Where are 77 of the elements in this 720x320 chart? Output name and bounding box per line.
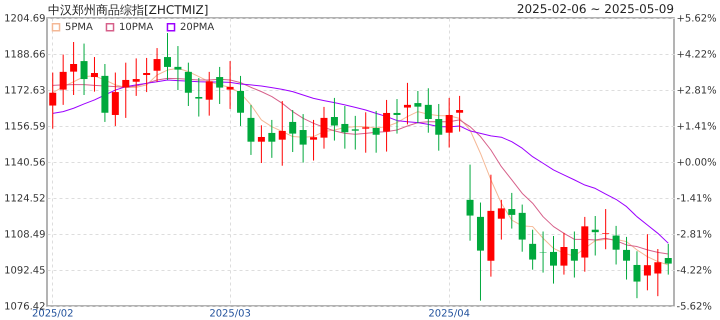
candlestick — [341, 105, 348, 150]
candlestick — [258, 124, 265, 164]
candlestick — [529, 229, 536, 270]
candlestick — [247, 104, 254, 156]
y-tick-label: 1108.49 — [4, 229, 46, 240]
candlestick — [216, 66, 224, 104]
y2-tick-label: +5.62% — [676, 14, 717, 24]
candlestick — [466, 164, 474, 242]
candlestick — [49, 72, 56, 130]
y-tick-label: 1092.45 — [4, 266, 46, 277]
candlestick — [206, 71, 213, 116]
chart-title: 中汉郑州商品综指[ZHCTMIZ] — [48, 2, 208, 19]
candlestick — [195, 77, 202, 118]
candlestick — [70, 42, 78, 96]
candlestick — [112, 72, 119, 126]
y2-tick-label: +1.41% — [676, 121, 717, 132]
y-tick-label: 1172.63 — [4, 85, 46, 96]
candlestick — [435, 103, 442, 152]
candlestick — [664, 243, 672, 276]
candlestick — [560, 232, 568, 276]
candlestick — [60, 54, 67, 106]
candlestick — [570, 231, 578, 278]
y-tick-label: 1124.52 — [4, 194, 46, 205]
y-tick-label: 1188.66 — [4, 49, 46, 60]
y2-tick-label: -1.41% — [676, 194, 712, 205]
candlestick — [154, 48, 161, 82]
candlestick — [508, 192, 516, 230]
candlestick — [633, 250, 640, 299]
y2-tick-label: -4.22% — [676, 266, 712, 277]
x-tick-label: 2025/04 — [428, 308, 470, 320]
legend-label: 20PMA — [180, 22, 214, 34]
y2-tick-label: +0.00% — [676, 158, 717, 168]
candlestick — [174, 46, 182, 91]
legend-label: 10PMA — [119, 22, 154, 34]
candlestick — [612, 225, 620, 266]
candlestick — [184, 62, 192, 106]
candlestick — [550, 235, 558, 284]
y2-tick-label: +4.22% — [676, 49, 717, 60]
y2-tick-label: -5.62% — [676, 302, 712, 312]
candlestick — [456, 95, 464, 132]
candlestick — [237, 75, 244, 126]
y-tick-label: 1140.56 — [4, 157, 46, 168]
candlestick — [289, 110, 296, 153]
candlestick — [226, 60, 234, 110]
candlestick — [320, 106, 328, 150]
candlestick — [654, 248, 662, 297]
legend-label: 5PMA — [65, 22, 94, 34]
candlestick — [90, 56, 98, 92]
y2-tick-label: +2.81% — [676, 86, 717, 96]
candlestick — [300, 114, 307, 164]
candlestick — [592, 216, 599, 256]
y2-tick-label: -2.81% — [676, 230, 712, 240]
candlestick — [330, 97, 338, 142]
y-tick-label: 1156.59 — [4, 121, 46, 132]
candlestick — [310, 119, 318, 162]
candlestick — [122, 62, 130, 118]
candlestick — [644, 234, 651, 291]
candlestick — [540, 231, 547, 274]
x-tick-label: 2025/03 — [209, 308, 251, 320]
y-tick-label: 1204.69 — [4, 14, 46, 24]
candlestick — [164, 32, 171, 80]
candlestick — [623, 236, 630, 280]
candlestick — [446, 97, 453, 148]
candlestick — [268, 119, 276, 158]
candlestick — [278, 100, 286, 166]
candlestick — [394, 98, 401, 134]
candlestick — [404, 82, 411, 125]
candlestick — [498, 199, 505, 240]
candlestick — [414, 90, 422, 124]
candlestick — [143, 57, 150, 93]
candlestick — [383, 99, 390, 152]
candlestick — [424, 88, 432, 134]
x-tick-label: 2025/02 — [32, 308, 74, 320]
candlestick — [372, 110, 380, 154]
candlestick — [80, 43, 88, 96]
candlestick — [132, 58, 140, 96]
chart-subtitle: 2025-02-06 ~ 2025-05-09 — [516, 2, 674, 16]
